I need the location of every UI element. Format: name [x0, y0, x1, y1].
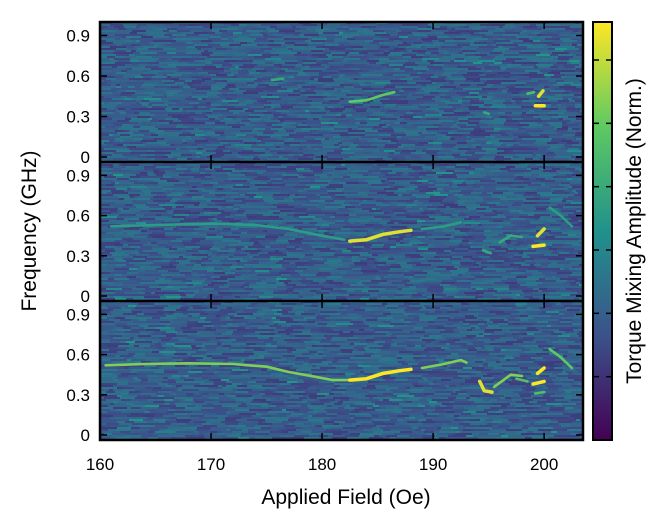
- resonance-trace: [420, 358, 468, 370]
- y-tick-label: 0.6: [66, 67, 90, 86]
- resonance-trace: [420, 221, 463, 231]
- resonance-trace: [477, 379, 494, 394]
- x-axis-ticks: 160 170 180 190 200: [86, 22, 558, 474]
- colorbar-label: Torque Mixing Amplitude (Norm.): [623, 78, 646, 384]
- plot-frame: [98, 20, 585, 442]
- resonance-trace: [104, 362, 352, 382]
- y-tick-label: 0.9: [66, 27, 90, 46]
- y-tick-label: 0.3: [66, 386, 90, 405]
- panel-top: [100, 22, 583, 162]
- y-axis-label: Frequency (GHz): [18, 150, 41, 311]
- x-axis-label: Applied Field (Oe): [261, 486, 430, 509]
- y-tick-label: 0.9: [66, 305, 90, 324]
- colorbar-ticks: [593, 59, 612, 378]
- resonance-trace: [498, 234, 524, 244]
- x-tick-label: 200: [530, 455, 558, 474]
- x-tick-label: 180: [308, 455, 336, 474]
- resonance-trace: [481, 249, 493, 255]
- resonance-trace: [534, 390, 546, 395]
- panel-bottom: [100, 301, 583, 440]
- heatmap-panels: [100, 22, 583, 440]
- y-tick-label: 0.9: [66, 166, 90, 185]
- panel-middle: [100, 162, 583, 301]
- resonance-trace: [515, 377, 529, 383]
- noise-texture: [100, 22, 583, 162]
- y-axis-ticks: 00.30.60.900.30.60.900.30.60.9: [66, 27, 583, 445]
- y-tick-label: 0: [81, 148, 90, 167]
- resonance-trace: [535, 366, 546, 376]
- x-tick-label: 160: [86, 455, 114, 474]
- noise-texture: [100, 301, 583, 440]
- y-tick-label: 0.3: [66, 108, 90, 127]
- colorbar: [592, 21, 613, 441]
- x-tick-label: 190: [419, 455, 447, 474]
- resonance-trace: [348, 228, 413, 243]
- x-tick-label: 170: [197, 455, 225, 474]
- resonance-trace: [548, 347, 574, 370]
- y-tick-label: 0: [81, 426, 90, 445]
- y-tick-label: 0.6: [66, 207, 90, 226]
- y-tick-label: 0.6: [66, 346, 90, 365]
- resonance-trace: [526, 90, 536, 95]
- noise-texture: [100, 162, 583, 301]
- resonance-trace: [492, 373, 524, 389]
- resonance-trace: [531, 243, 546, 249]
- resonance-trace: [531, 379, 546, 386]
- resonance-trace: [548, 206, 574, 228]
- resonance-trace: [536, 89, 545, 99]
- resonance-trace: [348, 90, 396, 103]
- resonance-trace: [482, 111, 490, 116]
- resonance-trace: [348, 367, 413, 382]
- resonance-trace: [535, 227, 546, 238]
- resonance-trace: [109, 222, 346, 241]
- y-tick-label: 0: [81, 287, 90, 306]
- y-tick-label: 0.3: [66, 247, 90, 266]
- resonance-trace: [270, 77, 285, 82]
